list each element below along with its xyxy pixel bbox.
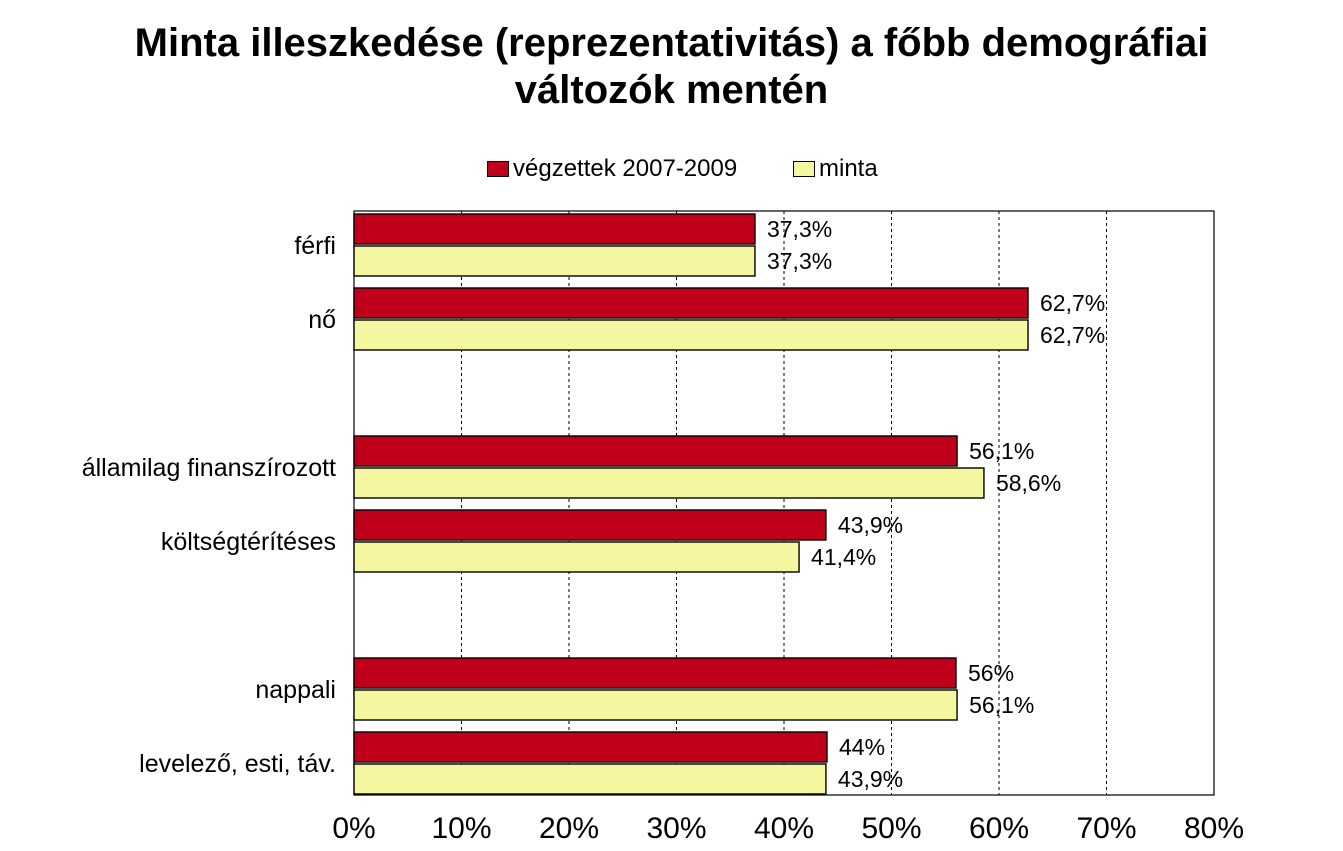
data-label: 56% [968,660,1014,686]
legend-swatch-vegzettek [487,161,509,177]
x-tick-label: 20% [539,812,599,845]
bar-vegzettek [353,509,827,541]
data-label: 62,7% [1040,322,1105,348]
x-tick-label: 10% [431,812,491,845]
category-label: levelező, esti, táv. [139,750,336,778]
x-tick-label: 0% [332,812,375,845]
category-label: költségtérítéses [161,528,336,556]
bar-minta [353,245,756,277]
chart-title-line-1: Minta illeszkedése (reprezentativitás) a… [134,21,1209,65]
data-label: 56,1% [969,692,1034,718]
legend-item-vegzettek: végzettek 2007-2009 [487,154,737,184]
bar-vegzettek [353,213,756,245]
bar-minta [353,467,985,499]
chart-title: Minta illeszkedése (reprezentativitás) a… [0,20,1343,114]
data-label: 58,6% [996,470,1061,496]
data-label: 56,1% [969,438,1034,464]
data-label: 41,4% [811,544,876,570]
category-label: államilag finanszírozott [82,454,336,482]
data-label: 37,3% [767,248,832,274]
data-label: 43,9% [838,512,903,538]
bar-vegzettek [353,287,1029,319]
legend-label-vegzettek: végzettek 2007-2009 [513,155,738,182]
bar-minta [353,319,1029,351]
x-tick-label: 30% [646,812,706,845]
legend-label-minta: minta [819,155,878,182]
legend-swatch-minta [793,161,815,177]
x-tick-label: 70% [1076,812,1136,845]
bar-minta [353,689,958,721]
x-tick-label: 40% [754,812,814,845]
category-label: nő [308,306,336,334]
category-label: nappali [255,676,336,704]
category-label: férfi [294,232,336,260]
data-label: 44% [839,734,885,760]
x-tick-label: 60% [969,812,1029,845]
chart-title-line-2: változók mentén [514,68,829,112]
data-label: 37,3% [767,216,832,242]
x-tick-label: 50% [861,812,921,845]
bar-vegzettek [353,731,828,763]
data-label: 43,9% [838,766,903,792]
bar-minta [353,763,827,795]
legend-item-minta: minta [793,154,878,184]
bar-vegzettek [353,435,958,467]
x-tick-label: 80% [1184,812,1244,845]
bar-vegzettek [353,657,957,689]
bar-minta [353,541,800,573]
data-label: 62,7% [1040,290,1105,316]
